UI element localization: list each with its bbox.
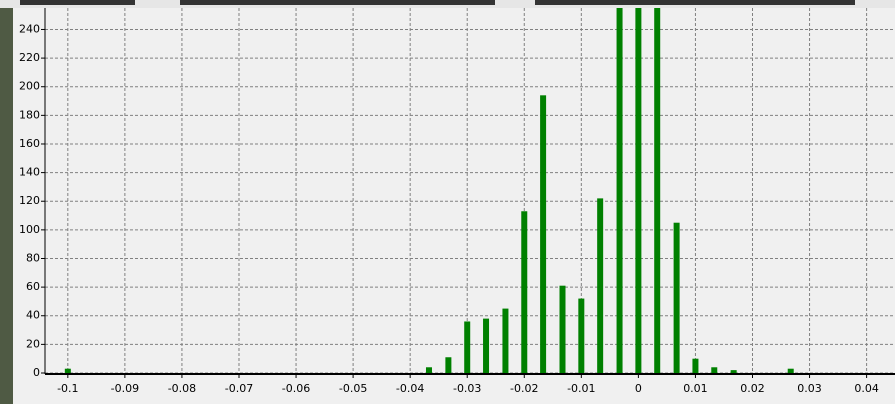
y-tick-label: 180 xyxy=(19,108,40,121)
bar xyxy=(425,367,432,373)
bar xyxy=(521,211,528,373)
y-tick-label: 80 xyxy=(26,251,40,264)
x-tick-label: -0.08 xyxy=(168,382,196,395)
x-tick-label: -0.05 xyxy=(339,382,367,395)
map-strip xyxy=(0,8,13,404)
x-tick-label: -0.04 xyxy=(396,382,424,395)
x-tick-label: 0.04 xyxy=(854,382,879,395)
y-tick-label: 20 xyxy=(26,337,40,350)
x-tick-label: -0.02 xyxy=(510,382,538,395)
y-tick-label: 40 xyxy=(26,309,40,322)
y-tick-label: 120 xyxy=(19,194,40,207)
x-tick-label: 0.03 xyxy=(797,382,822,395)
x-tick-label: -0.07 xyxy=(225,382,253,395)
bar xyxy=(578,298,585,373)
bar xyxy=(540,95,547,374)
bar xyxy=(711,367,718,373)
grid xyxy=(45,8,895,374)
bar xyxy=(673,222,680,373)
bar xyxy=(64,368,71,373)
x-tick-label: -0.01 xyxy=(567,382,595,395)
y-tick-label: 60 xyxy=(26,280,40,293)
bar xyxy=(502,308,509,373)
bars xyxy=(64,8,794,374)
y-tick-label: 220 xyxy=(19,51,40,64)
x-tick-label: -0.06 xyxy=(282,382,310,395)
y-tick-label: 160 xyxy=(19,137,40,150)
bar xyxy=(654,8,661,374)
x-tick-label: 0.01 xyxy=(683,382,708,395)
x-tick-label: 0.02 xyxy=(740,382,765,395)
bar xyxy=(787,368,794,373)
bar xyxy=(730,370,737,373)
y-tick-label: 100 xyxy=(19,223,40,236)
x-tick-label: 0 xyxy=(635,382,642,395)
bar xyxy=(445,357,452,373)
chart-background xyxy=(13,8,895,404)
y-tick-label: 0 xyxy=(33,366,40,379)
toolbar-field xyxy=(180,0,495,5)
toolbar-field xyxy=(535,0,855,5)
toolbar-field xyxy=(20,0,135,5)
bar xyxy=(616,8,623,374)
x-tick-label: -0.1 xyxy=(57,382,78,395)
bar xyxy=(635,8,642,374)
bar xyxy=(483,318,490,373)
y-tick-label: 200 xyxy=(19,80,40,93)
x-tick-label: -0.09 xyxy=(111,382,139,395)
x-tick-label: -0.03 xyxy=(453,382,481,395)
y-tick-label: 140 xyxy=(19,166,40,179)
bar xyxy=(559,285,566,373)
bar xyxy=(692,358,699,373)
bar xyxy=(464,321,471,373)
bar xyxy=(597,198,604,373)
y-tick-label: 240 xyxy=(19,22,40,35)
